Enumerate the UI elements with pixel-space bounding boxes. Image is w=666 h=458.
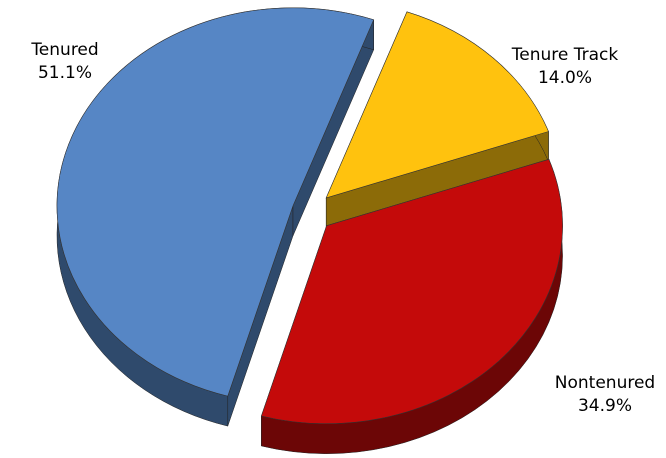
slice-value-label: 51.1% (38, 63, 92, 83)
slice-label: Tenured (30, 40, 98, 60)
slice-label: Nontenured (555, 373, 655, 393)
slice (260, 158, 563, 424)
slice-value-label: 34.9% (578, 396, 632, 416)
slice (325, 11, 549, 199)
slice (56, 7, 375, 397)
slice-value-label: 14.0% (538, 68, 592, 88)
slice-label: Tenure Track (511, 45, 619, 65)
